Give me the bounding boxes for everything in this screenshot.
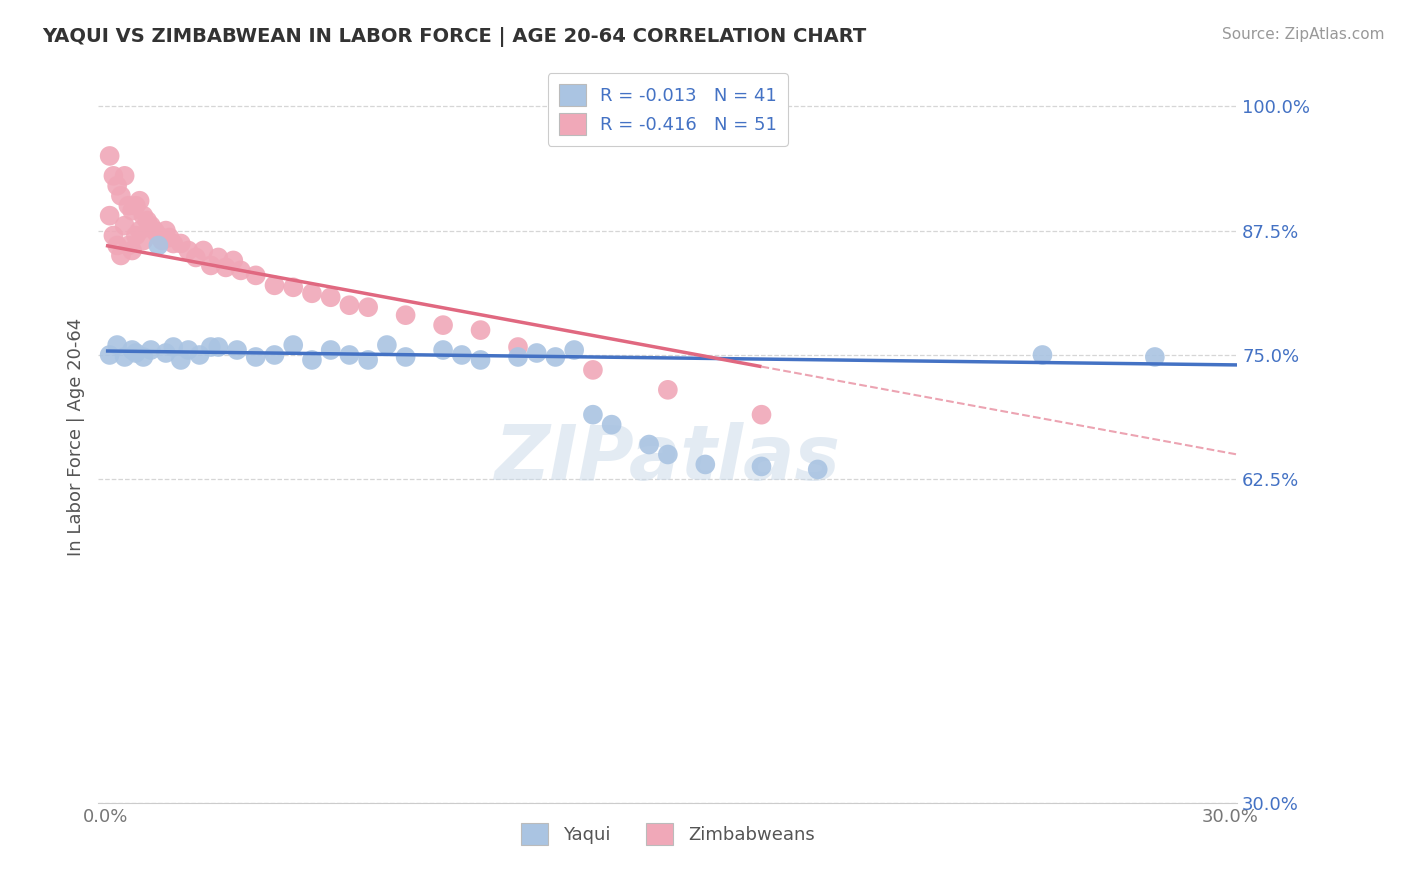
Point [162, 236, 184, 251]
Point [222, 253, 245, 268]
Point [695, 458, 717, 472]
Point [283, 280, 305, 294]
Point [207, 340, 229, 354]
Point [105, 178, 128, 193]
Point [188, 348, 211, 362]
Point [155, 224, 177, 238]
Point [229, 263, 252, 277]
Point [470, 353, 492, 368]
Point [125, 228, 148, 243]
Point [105, 238, 128, 252]
Point [114, 350, 136, 364]
Point [751, 408, 773, 422]
Point [98, 348, 121, 362]
Point [432, 343, 454, 357]
Point [375, 338, 398, 352]
Point [657, 448, 679, 462]
Point [226, 343, 249, 357]
Point [162, 340, 184, 354]
Point [193, 244, 215, 258]
Point [170, 353, 193, 368]
Text: ZIPatlas: ZIPatlas [495, 422, 841, 496]
Point [357, 353, 380, 368]
Point [170, 236, 193, 251]
Point [339, 348, 361, 362]
Point [110, 248, 132, 262]
Point [98, 149, 121, 163]
Point [143, 224, 166, 238]
Point [148, 238, 170, 252]
Point [114, 219, 136, 233]
Text: Source: ZipAtlas.com: Source: ZipAtlas.com [1222, 27, 1385, 42]
Point [432, 318, 454, 332]
Point [394, 350, 416, 364]
Point [132, 234, 155, 248]
Point [114, 169, 136, 183]
Point [301, 353, 323, 368]
Point [117, 199, 139, 213]
Point [263, 348, 285, 362]
Point [121, 343, 143, 357]
Point [263, 278, 285, 293]
Legend: Yaqui, Zimbabweans: Yaqui, Zimbabweans [515, 816, 821, 852]
Point [526, 346, 548, 360]
Point [98, 209, 121, 223]
Point [184, 251, 207, 265]
Point [110, 188, 132, 202]
Point [319, 290, 342, 304]
Point [105, 338, 128, 352]
Point [1143, 350, 1166, 364]
Point [638, 437, 661, 451]
Point [807, 462, 830, 476]
Text: YAQUI VS ZIMBABWEAN IN LABOR FORCE | AGE 20-64 CORRELATION CHART: YAQUI VS ZIMBABWEAN IN LABOR FORCE | AGE… [42, 27, 866, 46]
Point [245, 350, 267, 364]
Point [215, 260, 238, 275]
Point [450, 348, 472, 362]
Point [582, 408, 605, 422]
Point [121, 203, 143, 218]
Point [319, 343, 342, 357]
Point [339, 298, 361, 312]
Point [200, 259, 222, 273]
Point [394, 308, 416, 322]
Point [357, 300, 380, 314]
Point [751, 459, 773, 474]
Point [128, 224, 150, 238]
Point [600, 417, 623, 432]
Point [117, 238, 139, 252]
Point [1031, 348, 1053, 362]
Point [125, 346, 148, 360]
Point [148, 228, 170, 243]
Point [582, 363, 605, 377]
Point [103, 169, 125, 183]
Point [470, 323, 492, 337]
Point [132, 350, 155, 364]
Point [301, 286, 323, 301]
Point [506, 350, 529, 364]
Point [125, 199, 148, 213]
Point [544, 350, 567, 364]
Point [155, 346, 177, 360]
Point [132, 209, 155, 223]
Point [245, 268, 267, 283]
Point [177, 343, 200, 357]
Point [139, 219, 162, 233]
Point [150, 234, 173, 248]
Point [562, 343, 585, 357]
Point [177, 244, 200, 258]
Point [657, 383, 679, 397]
Point [207, 251, 229, 265]
Point [159, 230, 181, 244]
Point [283, 338, 305, 352]
Point [136, 213, 159, 227]
Point [506, 340, 529, 354]
Point [103, 228, 125, 243]
Point [139, 343, 162, 357]
Point [200, 340, 222, 354]
Y-axis label: In Labor Force | Age 20-64: In Labor Force | Age 20-64 [66, 318, 84, 557]
Point [128, 194, 150, 208]
Point [121, 244, 143, 258]
